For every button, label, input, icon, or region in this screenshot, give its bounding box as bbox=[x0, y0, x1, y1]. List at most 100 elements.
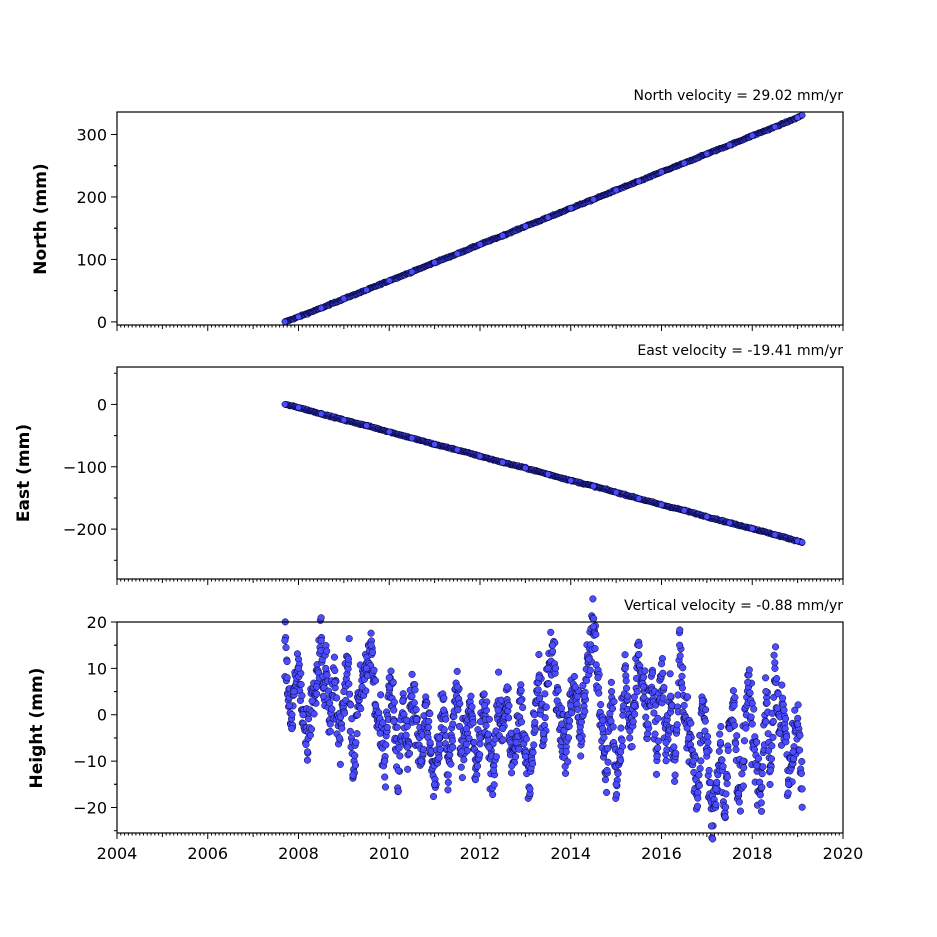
height-data-point bbox=[758, 783, 766, 791]
height-data-point bbox=[685, 734, 693, 742]
height-data-point bbox=[540, 735, 548, 744]
height-data-point bbox=[444, 771, 452, 779]
height-data-point bbox=[629, 718, 637, 726]
height-data-point bbox=[507, 769, 516, 777]
height-data-point bbox=[750, 705, 758, 713]
height-data-point bbox=[304, 748, 312, 756]
height-data-point bbox=[672, 749, 680, 757]
east-y-axis-label: East (mm) bbox=[14, 424, 34, 522]
height-data-point bbox=[783, 733, 791, 741]
height-data-point bbox=[484, 730, 492, 738]
height-data-point bbox=[526, 785, 534, 793]
height-data-point bbox=[678, 684, 686, 692]
north-data-point bbox=[295, 313, 302, 321]
height-data-point bbox=[796, 746, 804, 754]
height-data-point bbox=[476, 740, 484, 748]
east-data-point bbox=[567, 477, 574, 484]
height-data-point bbox=[753, 762, 761, 770]
height-data-point bbox=[387, 667, 395, 675]
height-data-point bbox=[614, 769, 622, 778]
height-data-point bbox=[659, 694, 667, 702]
height-data-point bbox=[659, 669, 667, 677]
height-data-point bbox=[531, 718, 539, 727]
height-data-point bbox=[425, 717, 433, 725]
height-data-point bbox=[635, 641, 643, 649]
height-data-point bbox=[456, 700, 464, 708]
height-data-point bbox=[308, 697, 316, 705]
height-data-point bbox=[719, 762, 727, 770]
height-data-point bbox=[673, 721, 681, 729]
height-data-point bbox=[571, 683, 579, 691]
height-data-point bbox=[577, 752, 585, 760]
height-data-point bbox=[687, 719, 695, 727]
height-data-point bbox=[617, 748, 625, 756]
height-data-point bbox=[349, 771, 357, 779]
height-data-point bbox=[299, 711, 307, 719]
height-data-point bbox=[492, 753, 500, 761]
height-data-point bbox=[353, 730, 361, 738]
height-data-point bbox=[766, 780, 774, 789]
height-data-point bbox=[759, 763, 767, 771]
height-data-point bbox=[290, 688, 298, 696]
north-plot-frame bbox=[116, 111, 844, 326]
height-data-point bbox=[476, 734, 484, 742]
height-data-point bbox=[598, 725, 607, 733]
height-data-point bbox=[570, 672, 578, 681]
height-data-point bbox=[724, 746, 732, 755]
height-data-point bbox=[628, 743, 636, 751]
north-y-tick-label: 300 bbox=[76, 125, 107, 144]
east-data-point bbox=[590, 482, 597, 490]
height-data-point bbox=[512, 739, 520, 747]
height-data-point bbox=[604, 758, 612, 766]
height-data-point bbox=[618, 736, 626, 744]
east-data-point bbox=[771, 531, 779, 538]
height-data-point bbox=[310, 710, 318, 718]
height-data-point bbox=[435, 754, 443, 762]
height-data-point bbox=[589, 623, 597, 631]
north-data-point bbox=[522, 223, 529, 230]
height-data-point bbox=[476, 751, 484, 759]
height-data-point bbox=[678, 672, 686, 680]
height-data-point bbox=[529, 760, 537, 768]
height-data-point bbox=[775, 729, 784, 737]
north-data-point bbox=[476, 241, 484, 248]
height-data-point bbox=[654, 737, 662, 745]
height-data-point bbox=[744, 678, 752, 686]
north-y-tick-label: 100 bbox=[76, 250, 107, 269]
height-data-point bbox=[519, 703, 527, 712]
height-data-point bbox=[630, 701, 638, 710]
height-data-point bbox=[468, 703, 476, 711]
height-data-point bbox=[712, 801, 720, 809]
north-data-point bbox=[431, 259, 438, 266]
height-data-point bbox=[336, 760, 344, 768]
height-data-point bbox=[689, 757, 697, 765]
height-data-point bbox=[651, 730, 659, 738]
height-data-point bbox=[676, 626, 684, 634]
height-data-point bbox=[541, 690, 549, 698]
height-data-point bbox=[346, 727, 354, 735]
east-panel-title: East velocity = -19.41 mm/yr bbox=[637, 343, 843, 359]
height-data-point bbox=[368, 648, 377, 656]
height-y-tick-label: 20 bbox=[87, 613, 107, 632]
height-data-point bbox=[381, 773, 389, 781]
height-data-point bbox=[732, 739, 740, 748]
height-data-point bbox=[347, 701, 355, 709]
height-data-point bbox=[730, 701, 738, 710]
height-data-point bbox=[603, 788, 611, 797]
height-data-point bbox=[671, 777, 679, 785]
height-data-point bbox=[722, 803, 730, 811]
east-data-point bbox=[544, 471, 552, 478]
height-data-point bbox=[718, 756, 726, 764]
height-data-point bbox=[607, 678, 615, 686]
height-data-point bbox=[639, 673, 648, 681]
height-data-point bbox=[558, 720, 566, 728]
height-data-point bbox=[319, 692, 328, 700]
height-data-point bbox=[715, 747, 723, 755]
east-data-point bbox=[295, 404, 302, 411]
east-data-point bbox=[635, 495, 643, 502]
height-data-point bbox=[723, 773, 732, 781]
height-data-point bbox=[707, 822, 715, 830]
height-data-point bbox=[547, 628, 555, 636]
height-data-point bbox=[603, 766, 611, 774]
height-data-point bbox=[722, 790, 730, 798]
